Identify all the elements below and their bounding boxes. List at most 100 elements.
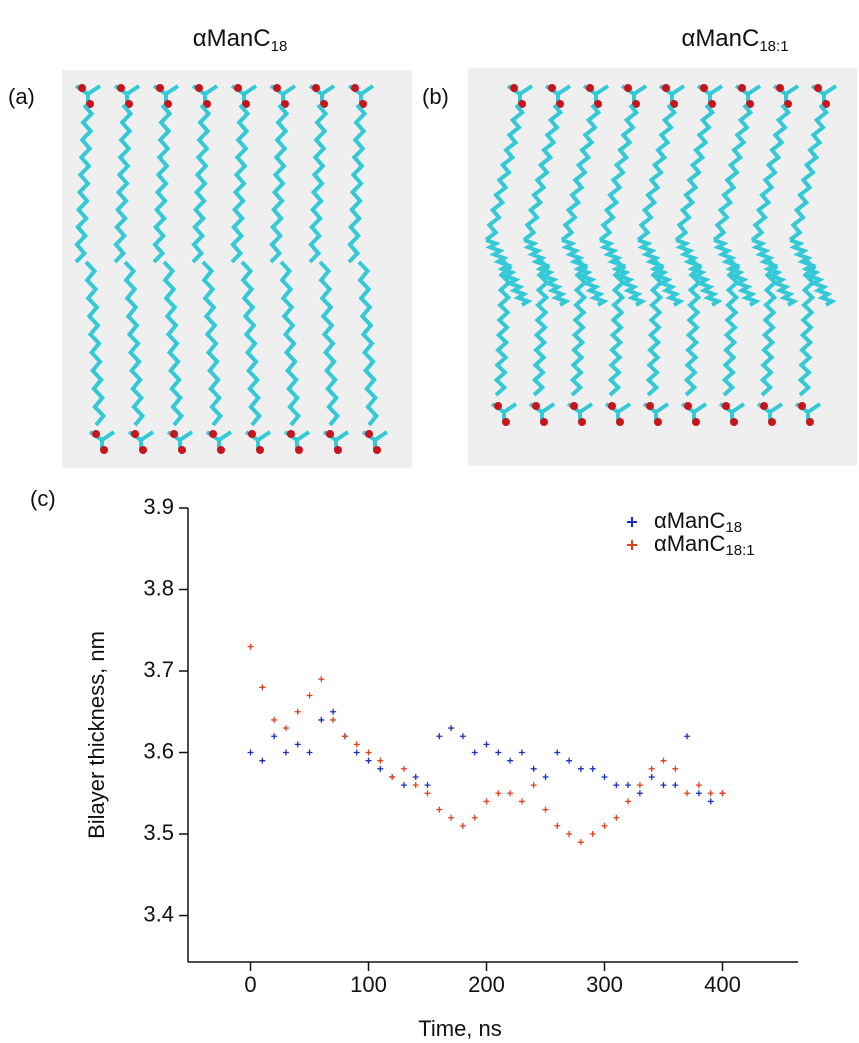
oxygen: [125, 100, 133, 108]
data-point: [684, 733, 691, 740]
data-point: [412, 773, 419, 780]
lipid-chain: [637, 238, 685, 307]
lipid-chain: [318, 260, 341, 427]
oxygen: [131, 430, 139, 438]
oxygen: [248, 430, 256, 438]
data-point: [259, 684, 266, 691]
data-point: [436, 806, 443, 813]
legend-label: αManC18: [654, 508, 742, 536]
data-point: [271, 716, 278, 723]
legend-sub: 18:1: [725, 542, 754, 559]
data-point: [601, 773, 608, 780]
legend-name: αManC: [654, 531, 726, 556]
oxygen: [326, 430, 334, 438]
oxygen: [273, 84, 281, 92]
y-axis-title: Bilayer thickness, nm: [84, 631, 109, 839]
lipid-chain: [721, 258, 741, 397]
oxygen: [518, 100, 526, 108]
data-point: [247, 643, 254, 650]
lipid-chain: [357, 260, 380, 427]
data-point: [625, 782, 632, 789]
data-point: [554, 822, 561, 829]
data-point: [636, 782, 643, 789]
data-point: [495, 749, 502, 756]
oxygen: [654, 418, 662, 426]
data-point: [660, 782, 667, 789]
molecules: [74, 84, 838, 454]
data-point: [471, 749, 478, 756]
oxygen: [502, 418, 510, 426]
y-tick-label: 3.8: [143, 575, 174, 600]
data-point: [365, 757, 372, 764]
lipid-chain: [599, 238, 647, 307]
panel-label: (a): [8, 84, 35, 109]
data-point: [554, 749, 561, 756]
lipid-chain: [759, 258, 779, 397]
legend-sub: 18: [725, 519, 742, 536]
lipid-chain: [569, 258, 589, 397]
oxygen: [624, 84, 632, 92]
oxygen: [670, 100, 678, 108]
legend-label: αManC18:1: [654, 531, 755, 559]
data-point: [589, 765, 596, 772]
lipid-chain: [598, 103, 640, 242]
lipid-chain: [674, 103, 716, 242]
oxygen: [320, 100, 328, 108]
oxygen: [117, 84, 125, 92]
lipid-chain: [123, 260, 146, 427]
data-point: [294, 741, 301, 748]
oxygen: [295, 446, 303, 454]
panel-title: αManC18: [193, 25, 288, 55]
lipid-chain: [523, 238, 571, 307]
oxygen: [373, 446, 381, 454]
oxygen: [760, 402, 768, 410]
data-point: [353, 749, 360, 756]
lipid-chain: [493, 258, 513, 397]
data-point: [625, 798, 632, 805]
lipid-chain: [240, 260, 263, 427]
x-tick-label: 300: [586, 972, 623, 997]
oxygen: [256, 446, 264, 454]
data-point: [589, 831, 596, 838]
oxygen: [586, 84, 594, 92]
data-point: [495, 790, 502, 797]
oxygen: [510, 84, 518, 92]
x-tick-label: 100: [350, 972, 387, 997]
legend-name: αManC: [654, 508, 726, 533]
oxygen: [195, 84, 203, 92]
oxygen: [708, 100, 716, 108]
x-tick-label: 0: [244, 972, 256, 997]
data-point: [530, 765, 537, 772]
data-point: [672, 765, 679, 772]
data-point: [471, 814, 478, 821]
x-axis-title: Time, ns: [418, 1016, 502, 1041]
data-point: [518, 798, 525, 805]
data-point: [507, 757, 514, 764]
oxygen: [730, 418, 738, 426]
oxygen: [540, 418, 548, 426]
data-point: [318, 676, 325, 683]
data-point: [566, 757, 573, 764]
lipid-chain: [751, 238, 799, 307]
data-point: [707, 790, 714, 797]
data-point: [294, 708, 301, 715]
oxygen: [156, 84, 164, 92]
lipid-chain: [308, 103, 329, 264]
lipid-chain: [201, 260, 224, 427]
oxygen: [203, 100, 211, 108]
lipid-chain: [269, 103, 290, 264]
oxygen: [684, 402, 692, 410]
lipid-chain: [788, 103, 830, 242]
oxygen: [798, 402, 806, 410]
y-tick-label: 3.9: [143, 494, 174, 519]
oxygen: [234, 84, 242, 92]
title-main: αManC: [681, 25, 759, 52]
lipid-chain: [683, 258, 703, 397]
oxygen: [281, 100, 289, 108]
oxygen: [746, 100, 754, 108]
oxygen: [738, 84, 746, 92]
data-point: [400, 782, 407, 789]
oxygen: [548, 84, 556, 92]
lipid-chain: [713, 238, 761, 307]
